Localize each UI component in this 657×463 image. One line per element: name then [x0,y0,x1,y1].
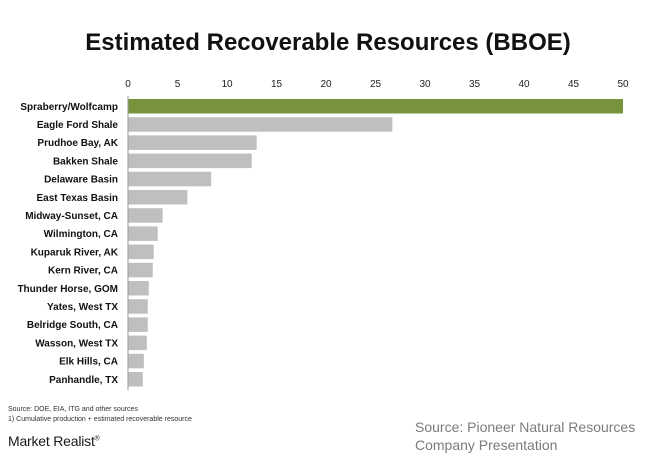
bar-yates-west-tx [128,299,148,314]
bar-thunder-horse-gom [128,281,149,296]
source-credit-line-2: Company Presentation [415,437,558,453]
resource-footnote: 1) Cumulative production + estimated rec… [8,416,192,423]
category-label: Bakken Shale [53,156,118,167]
x-tick-label: 25 [370,79,382,90]
x-tick-label: 0 [125,79,131,90]
bar-east-texas-basin [128,190,188,205]
bar-wilmington-ca [128,226,158,241]
bar-delaware-basin [128,171,212,187]
bar-prudhoe-bay-ak [128,135,257,150]
category-label: Spraberry/Wolfcamp [20,102,118,113]
bar-panhandle-tx [128,372,143,387]
x-tick-label: 35 [469,79,481,90]
category-label: Eagle Ford Shale [37,120,119,131]
category-label: Wasson, West TX [35,338,118,349]
x-tick-label: 5 [175,79,181,90]
bar-kern-river-ca [128,262,153,278]
bar-bakken-shale [128,153,252,169]
bar-belridge-south-ca [128,317,148,332]
category-label: Kuparuk River, AK [31,247,119,258]
bar-elk-hills-ca [128,353,144,369]
x-tick-label: 15 [271,79,283,90]
bar-kuparuk-river-ak [128,244,154,260]
source-footnote: Source: DOE, EIA, ITG and other sources [8,406,138,413]
category-label: Wilmington, CA [44,229,118,240]
source-credit-line-1: Source: Pioneer Natural Resources [415,419,636,435]
x-tick-label: 40 [518,79,530,90]
category-label: Kern River, CA [48,266,118,277]
bar-wasson-west-tx [128,335,147,351]
source-credit: Source: Pioneer Natural Resources Compan… [415,418,635,454]
category-label: Prudhoe Bay, AK [37,138,118,149]
bar-spraberry-wolfcamp [128,99,623,114]
x-tick-label: 20 [320,79,332,90]
chart-title: Estimated Recoverable Resources (BBOE) [85,29,571,56]
category-label: Thunder Horse, GOM [17,284,118,295]
brand-mark: ® [94,435,100,443]
brand-logo: Market Realist® [8,433,100,449]
category-label: Delaware Basin [44,175,118,186]
category-label: East Texas Basin [36,193,118,204]
x-tick-label: 50 [617,79,629,90]
category-label: Panhandle, TX [49,375,118,386]
category-label: Elk Hills, CA [59,357,118,368]
bar-midway-sunset-ca [128,208,163,223]
x-tick-label: 30 [419,79,431,90]
brand-name: Market Realist [8,433,95,449]
bar-chart: Estimated Recoverable Resources (BBOE) 0… [17,29,629,391]
category-label: Belridge South, CA [27,320,118,331]
category-label: Yates, West TX [47,302,118,313]
x-tick-label: 45 [568,79,580,90]
bar-eagle-ford-shale [128,117,393,132]
x-tick-label: 10 [221,79,233,90]
category-label: Midway-Sunset, CA [25,211,118,222]
